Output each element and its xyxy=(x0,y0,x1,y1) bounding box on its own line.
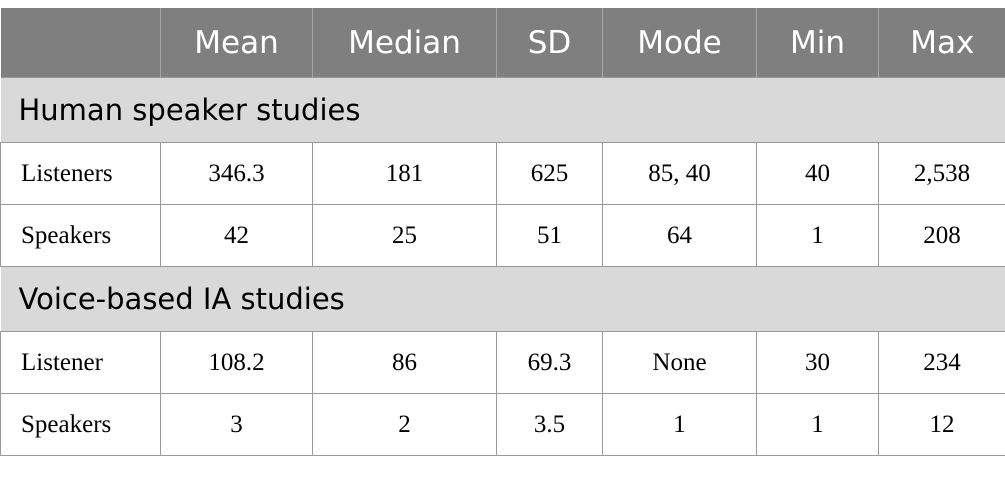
cell-value: 1 xyxy=(757,205,879,267)
cell-value: 42 xyxy=(161,205,313,267)
cell-value: 12 xyxy=(879,394,1005,456)
corner-cell xyxy=(1,8,161,78)
cell-value: 30 xyxy=(757,332,879,394)
cell-value: 1 xyxy=(757,394,879,456)
section-title: Voice-based IA studies xyxy=(1,267,1005,332)
cell-value: 181 xyxy=(313,143,497,205)
cell-value: 64 xyxy=(603,205,757,267)
cell-value: None xyxy=(603,332,757,394)
cell-value: 3.5 xyxy=(497,394,603,456)
row-label: Speakers xyxy=(1,205,161,267)
cell-value: 40 xyxy=(757,143,879,205)
cell-value: 2,538 xyxy=(879,143,1005,205)
section-title: Human speaker studies xyxy=(1,78,1005,143)
cell-value: 85, 40 xyxy=(603,143,757,205)
cell-value: 208 xyxy=(879,205,1005,267)
cell-value: 2 xyxy=(313,394,497,456)
column-header: Mode xyxy=(603,8,757,78)
cell-value: 1 xyxy=(603,394,757,456)
cell-value: 86 xyxy=(313,332,497,394)
column-header: Min xyxy=(757,8,879,78)
cell-value: 51 xyxy=(497,205,603,267)
cell-value: 3 xyxy=(161,394,313,456)
column-header: Max xyxy=(879,8,1005,78)
row-label: Listener xyxy=(1,332,161,394)
cell-value: 625 xyxy=(497,143,603,205)
column-header: Mean xyxy=(161,8,313,78)
cell-value: 346.3 xyxy=(161,143,313,205)
cell-value: 25 xyxy=(313,205,497,267)
section-row: Human speaker studies xyxy=(1,78,1005,143)
cell-value: 69.3 xyxy=(497,332,603,394)
section-row: Voice-based IA studies xyxy=(1,267,1005,332)
cell-value: 108.2 xyxy=(161,332,313,394)
cell-value: 234 xyxy=(879,332,1005,394)
row-label: Speakers xyxy=(1,394,161,456)
column-header: SD xyxy=(497,8,603,78)
column-header: Median xyxy=(313,8,497,78)
row-label: Listeners xyxy=(1,143,161,205)
